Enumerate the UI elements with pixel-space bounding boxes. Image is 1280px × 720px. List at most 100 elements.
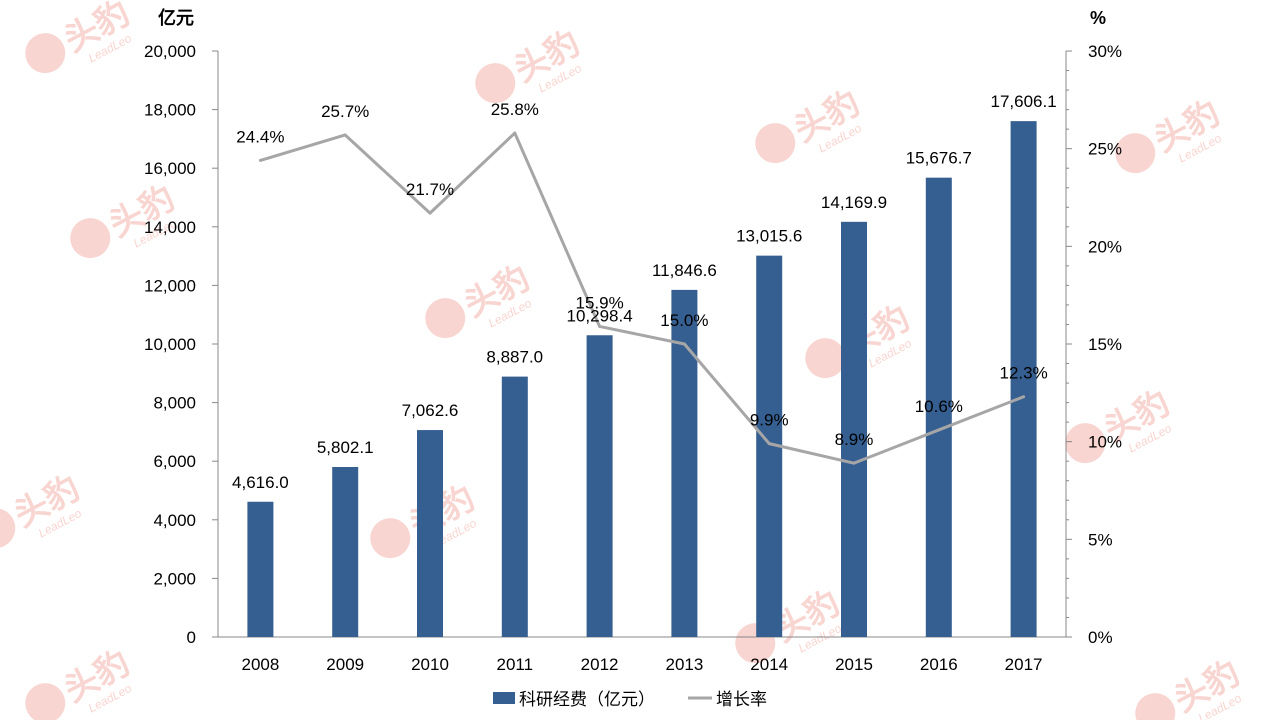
right-tick-label: 0% <box>1088 628 1113 647</box>
line-point <box>258 158 262 162</box>
right-tick-label: 5% <box>1088 530 1113 549</box>
line-series <box>258 131 1026 465</box>
line-value-label: 9.9% <box>750 411 789 430</box>
x-tick-label: 2012 <box>581 655 619 674</box>
x-tick-label: 2013 <box>665 655 703 674</box>
line-value-label: 25.8% <box>491 100 539 119</box>
left-tick-label: 4,000 <box>153 511 196 530</box>
growth-rate-line <box>259 131 1025 465</box>
bar-value-label: 8,887.0 <box>486 348 543 367</box>
right-tick-label: 20% <box>1088 237 1122 256</box>
line-point <box>1022 395 1026 399</box>
left-tick-label: 20,000 <box>144 42 196 61</box>
line-point <box>682 342 686 346</box>
x-tick-label: 2014 <box>750 655 788 674</box>
bar-value-label: 7,062.6 <box>402 401 459 420</box>
line-value-label: 15.9% <box>575 293 623 312</box>
right-tick-label: 15% <box>1088 335 1122 354</box>
left-tick-label: 12,000 <box>144 276 196 295</box>
left-tick-label: 0 <box>187 628 196 647</box>
left-tick-label: 18,000 <box>144 101 196 120</box>
line-value-label: 25.7% <box>321 102 369 121</box>
line-value-label: 21.7% <box>406 180 454 199</box>
x-tick-label: 2016 <box>920 655 958 674</box>
line-value-label: 24.4% <box>236 127 284 146</box>
right-tick-label: 10% <box>1088 433 1122 452</box>
line-value-label: 8.9% <box>835 430 874 449</box>
line-point <box>428 211 432 215</box>
bar <box>841 221 867 637</box>
bar-value-label: 13,015.6 <box>736 227 802 246</box>
x-tick-label: 2009 <box>326 655 364 674</box>
legend: 科研经费（亿元） 增长率 <box>493 690 767 709</box>
x-tick-label: 2008 <box>241 655 279 674</box>
line-point <box>343 133 347 137</box>
line-point <box>852 461 856 465</box>
watermark-logo-icon <box>805 338 846 379</box>
bar <box>247 501 274 637</box>
bar-value-label: 17,606.1 <box>991 92 1057 111</box>
bar-value-label: 10,298.4 <box>567 306 633 325</box>
left-axis-unit: 亿元 <box>158 7 194 28</box>
bar-value-label: 11,846.6 <box>652 261 717 280</box>
left-tick-label: 2,000 <box>153 569 196 588</box>
left-tick-label: 8,000 <box>153 394 196 413</box>
watermark-logo-icon <box>1135 693 1176 720</box>
bar <box>417 430 443 637</box>
axes: 0 2,000 4,000 6,000 8,000 10,000 12,000 14,000 1… <box>144 7 1122 674</box>
x-tick-label: 2015 <box>835 655 873 674</box>
line-point <box>937 428 941 432</box>
right-tick-label: 30% <box>1088 42 1122 61</box>
left-tick-label: 16,000 <box>144 159 196 178</box>
bar-value-label: 4,616.0 <box>232 473 289 492</box>
bar-value-label: 15,676.7 <box>906 149 972 168</box>
right-axis-unit: % <box>1090 8 1106 28</box>
left-tick-label: 14,000 <box>144 218 196 237</box>
bar <box>501 376 528 637</box>
watermark-logo-icon <box>755 123 796 164</box>
legend-line-label: 增长率 <box>716 690 767 709</box>
right-tick-label: 25% <box>1088 140 1122 159</box>
watermark-logo-icon <box>0 508 16 549</box>
legend-bar-label: 科研经费（亿元） <box>519 690 655 709</box>
line-value-label: 12.3% <box>999 364 1047 383</box>
bar <box>925 177 952 638</box>
watermark-logo-icon <box>370 518 411 559</box>
watermark-logo-icon <box>25 33 66 74</box>
left-tick-label: 10,000 <box>144 335 196 354</box>
bar-value-label: 5,802.1 <box>317 438 374 457</box>
watermark-logo-icon <box>1065 423 1106 464</box>
data-labels: 4,616.0 5,802.1 7,062.6 8,887.0 10,298.4 11,8… <box>232 92 1057 492</box>
bar <box>671 289 698 637</box>
watermark-logo-icon <box>25 683 66 720</box>
bar <box>586 335 613 637</box>
x-tick-label: 2017 <box>1005 655 1043 674</box>
bar-series <box>247 121 1037 638</box>
x-tick-label: 2010 <box>411 655 449 674</box>
watermark-logo-icon <box>425 298 466 339</box>
watermark-logo-icon <box>1115 133 1156 174</box>
line-point <box>598 324 602 328</box>
x-tick-label: 2011 <box>497 655 534 674</box>
line-point <box>513 131 517 135</box>
legend-bar-swatch <box>493 692 515 704</box>
watermark-logo-icon <box>475 63 516 104</box>
line-point <box>767 442 771 446</box>
bar-value-label: 14,169.9 <box>821 193 887 212</box>
left-tick-label: 6,000 <box>153 452 196 471</box>
bar <box>332 466 359 637</box>
line-value-label: 15.0% <box>660 311 708 330</box>
watermark-logo-icon <box>70 218 111 259</box>
bar <box>1010 121 1037 637</box>
line-value-label: 10.6% <box>915 397 963 416</box>
